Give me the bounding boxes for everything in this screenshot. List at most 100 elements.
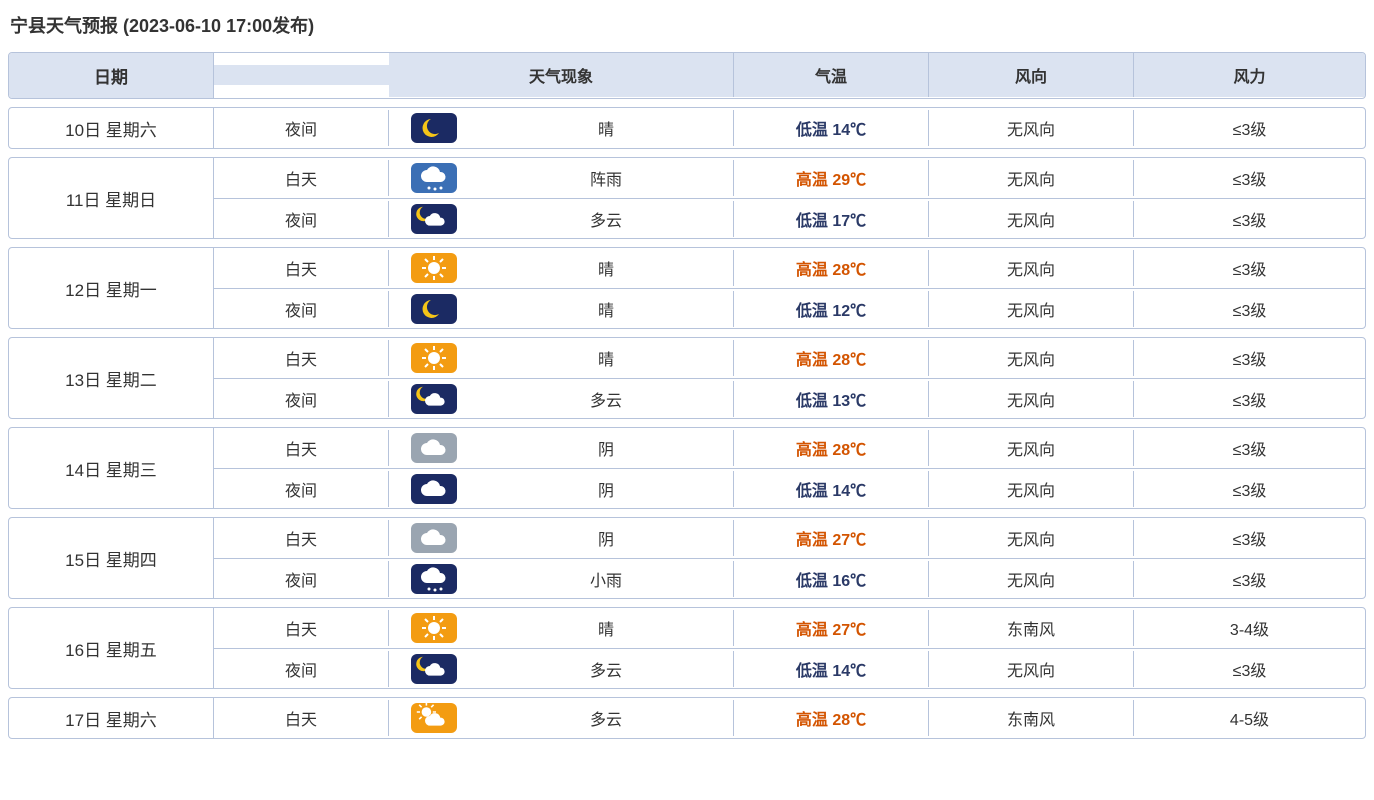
periods: 白天 晴高温 28℃无风向≤3级夜间晴低温 12℃无风向≤3级 xyxy=(214,248,1365,328)
sun-icon xyxy=(411,613,457,643)
weather-icon xyxy=(389,429,479,467)
date-cell: 15日 星期四 xyxy=(9,518,214,598)
wind-level: 3-4级 xyxy=(1134,610,1365,646)
temperature-text: 高温 28℃ xyxy=(734,340,929,376)
temperature-text: 高温 27℃ xyxy=(734,520,929,556)
forecast-day: 11日 星期日白天阵雨高温 29℃无风向≤3级夜间多云低温 17℃无风向≤3级 xyxy=(8,157,1366,239)
period-label: 夜间 xyxy=(214,291,389,327)
rain_day-icon xyxy=(411,163,457,193)
weather-icon xyxy=(389,560,479,598)
wind-level: ≤3级 xyxy=(1134,340,1365,376)
date-cell: 13日 星期二 xyxy=(9,338,214,418)
wind-level: ≤3级 xyxy=(1134,471,1365,507)
date-cell: 10日 星期六 xyxy=(9,108,214,148)
cloud_night-icon xyxy=(411,474,457,504)
period-row: 夜间晴低温 12℃无风向≤3级 xyxy=(214,288,1365,328)
condition-text: 晴 xyxy=(479,340,734,376)
period-label: 白天 xyxy=(214,250,389,286)
header-temperature: 气温 xyxy=(734,53,929,97)
period-row: 夜间多云低温 17℃无风向≤3级 xyxy=(214,198,1365,238)
weather-icon xyxy=(389,380,479,418)
header-wind-level: 风力 xyxy=(1134,53,1365,97)
header-phenomenon-pad xyxy=(214,65,389,85)
wind-direction: 无风向 xyxy=(929,561,1134,597)
weather-icon xyxy=(389,200,479,238)
period-row: 白天 晴高温 28℃无风向≤3级 xyxy=(214,248,1365,288)
wind-level: ≤3级 xyxy=(1134,110,1365,146)
periods: 白天阴高温 27℃无风向≤3级夜间小雨低温 16℃无风向≤3级 xyxy=(214,518,1365,598)
wind-level: ≤3级 xyxy=(1134,291,1365,327)
cloud_day-icon xyxy=(411,433,457,463)
wind-level: ≤3级 xyxy=(1134,561,1365,597)
wind-level: ≤3级 xyxy=(1134,201,1365,237)
temperature-text: 高温 28℃ xyxy=(734,700,929,736)
period-label: 夜间 xyxy=(214,381,389,417)
condition-text: 晴 xyxy=(479,110,734,146)
condition-text: 小雨 xyxy=(479,561,734,597)
temperature-text: 低温 17℃ xyxy=(734,201,929,237)
forecast-day: 15日 星期四白天阴高温 27℃无风向≤3级夜间小雨低温 16℃无风向≤3级 xyxy=(8,517,1366,599)
period-label: 夜间 xyxy=(214,561,389,597)
date-cell: 14日 星期三 xyxy=(9,428,214,508)
wind-level: ≤3级 xyxy=(1134,651,1365,687)
wind-level: ≤3级 xyxy=(1134,520,1365,556)
moon_cloud-icon xyxy=(411,654,457,684)
period-row: 夜间多云低温 13℃无风向≤3级 xyxy=(214,378,1365,418)
temperature-text: 低温 13℃ xyxy=(734,381,929,417)
period-row: 白天阴高温 28℃无风向≤3级 xyxy=(214,428,1365,468)
forecast-day: 12日 星期一白天 晴高温 28℃无风向≤3级夜间晴低温 12℃无风向≤3级 xyxy=(8,247,1366,329)
periods: 夜间晴低温 14℃无风向≤3级 xyxy=(214,108,1365,148)
wind-level: ≤3级 xyxy=(1134,160,1365,196)
wind-direction: 无风向 xyxy=(929,520,1134,556)
condition-text: 多云 xyxy=(479,700,734,736)
wind-direction: 东南风 xyxy=(929,700,1134,736)
period-row: 夜间 小雨低温 16℃无风向≤3级 xyxy=(214,558,1365,598)
periods: 白天 多云高温 28℃东南风4-5级 xyxy=(214,698,1365,738)
temperature-text: 高温 29℃ xyxy=(734,160,929,196)
period-row: 白天 阴高温 27℃无风向≤3级 xyxy=(214,518,1365,558)
date-cell: 16日 星期五 xyxy=(9,608,214,688)
wind-direction: 无风向 xyxy=(929,651,1134,687)
period-label: 白天 xyxy=(214,520,389,556)
wind-level: ≤3级 xyxy=(1134,430,1365,466)
period-label: 夜间 xyxy=(214,651,389,687)
header-date: 日期 xyxy=(9,53,214,98)
weather-icon xyxy=(389,609,479,647)
sun-icon xyxy=(411,343,457,373)
periods: 白天 晴高温 28℃无风向≤3级夜间多云低温 13℃无风向≤3级 xyxy=(214,338,1365,418)
temperature-text: 低温 16℃ xyxy=(734,561,929,597)
period-row: 夜间晴低温 14℃无风向≤3级 xyxy=(214,108,1365,148)
rain_night-icon xyxy=(411,564,457,594)
forecast-day: 10日 星期六夜间晴低温 14℃无风向≤3级 xyxy=(8,107,1366,149)
weather-icon xyxy=(389,109,479,147)
moon-icon xyxy=(411,113,457,143)
period-row: 白天 晴高温 27℃东南风3-4级 xyxy=(214,608,1365,648)
temperature-text: 高温 28℃ xyxy=(734,250,929,286)
date-cell: 12日 星期一 xyxy=(9,248,214,328)
weather-icon xyxy=(389,699,479,737)
period-label: 夜间 xyxy=(214,201,389,237)
wind-level: 4-5级 xyxy=(1134,700,1365,736)
cloud_day-icon xyxy=(411,523,457,553)
period-row: 夜间阴低温 14℃无风向≤3级 xyxy=(214,468,1365,508)
weather-icon xyxy=(389,470,479,508)
period-label: 白天 xyxy=(214,430,389,466)
period-label: 白天 xyxy=(214,160,389,196)
temperature-text: 低温 14℃ xyxy=(734,471,929,507)
temperature-text: 低温 14℃ xyxy=(734,651,929,687)
wind-level: ≤3级 xyxy=(1134,381,1365,417)
wind-direction: 无风向 xyxy=(929,340,1134,376)
page-title: 宁县天气预报 (2023-06-10 17:00发布) xyxy=(10,12,1366,38)
moon-icon xyxy=(411,294,457,324)
period-label: 夜间 xyxy=(214,471,389,507)
wind-direction: 无风向 xyxy=(929,430,1134,466)
condition-text: 阴 xyxy=(479,520,734,556)
periods: 白天阵雨高温 29℃无风向≤3级夜间多云低温 17℃无风向≤3级 xyxy=(214,158,1365,238)
temperature-text: 低温 14℃ xyxy=(734,110,929,146)
header-wind-dir: 风向 xyxy=(929,53,1134,97)
table-header: 日期 天气现象 气温 风向 风力 xyxy=(8,52,1366,99)
sun-icon xyxy=(411,253,457,283)
period-row: 白天 晴高温 28℃无风向≤3级 xyxy=(214,338,1365,378)
wind-direction: 无风向 xyxy=(929,381,1134,417)
period-row: 白天阵雨高温 29℃无风向≤3级 xyxy=(214,158,1365,198)
